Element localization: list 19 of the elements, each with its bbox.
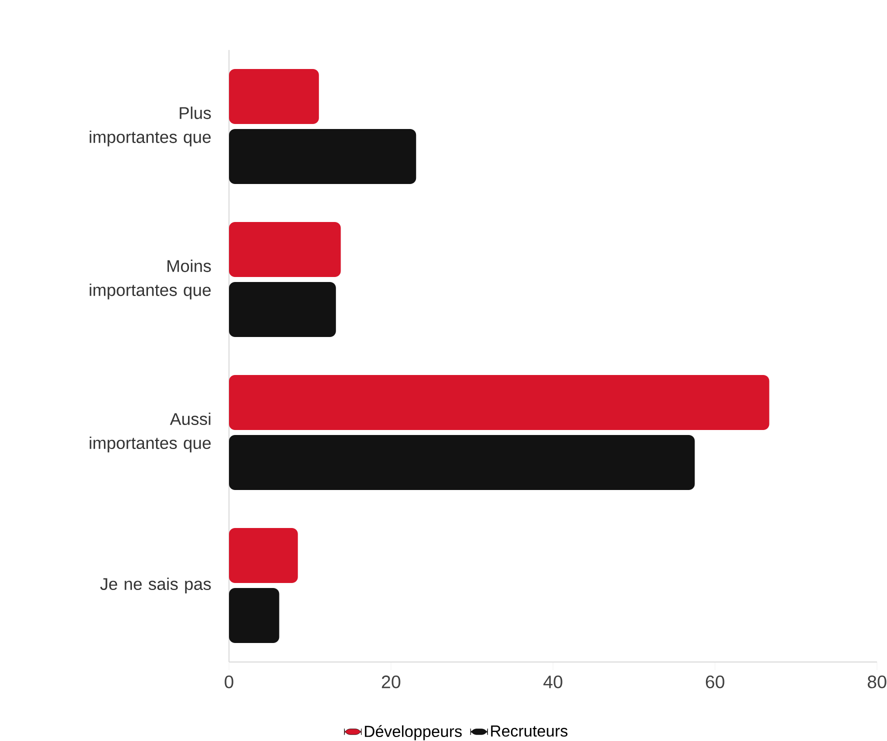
bar xyxy=(229,374,770,430)
y-tick-label: Aussi importantes que xyxy=(90,412,211,452)
y-tick-label: Je ne sais pas xyxy=(100,578,211,594)
bar xyxy=(229,528,298,583)
y-tick-label: Moins importantes que xyxy=(90,260,211,300)
bar xyxy=(229,128,416,184)
bar xyxy=(229,434,695,490)
x-tick-label: 20 xyxy=(382,676,400,688)
x-tick-label: 60 xyxy=(706,676,724,688)
legend-label: Recruteurs xyxy=(491,726,568,737)
bar xyxy=(229,282,336,337)
bar xyxy=(229,222,341,277)
x-tick-label: 40 xyxy=(543,676,562,688)
x-tick-label: 0 xyxy=(224,676,234,688)
bar xyxy=(229,68,319,124)
legend-label: Développeurs xyxy=(364,725,462,740)
bar xyxy=(229,588,280,643)
y-tick-label: Plus importantes que xyxy=(90,106,211,146)
x-tick-label: 80 xyxy=(868,676,886,688)
